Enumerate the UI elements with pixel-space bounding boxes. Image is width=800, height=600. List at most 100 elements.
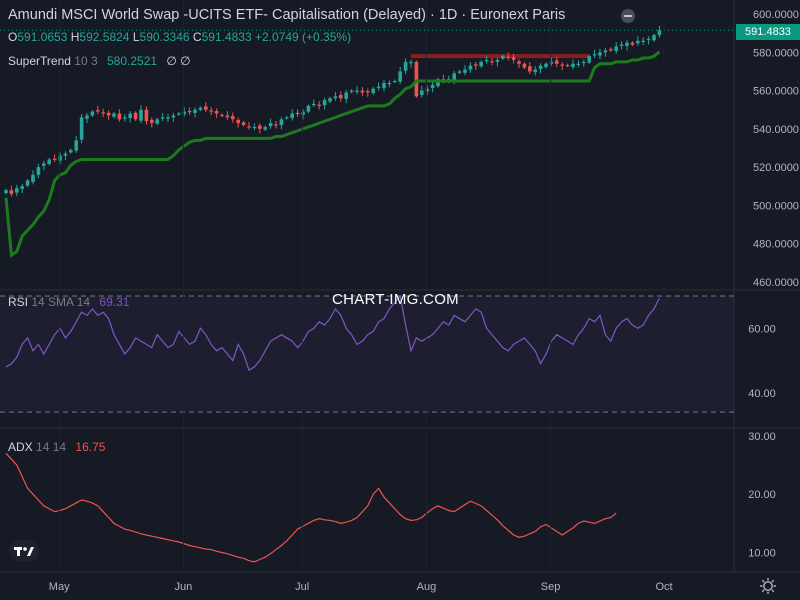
candle-body [139,109,143,121]
candle-body [96,110,100,112]
candle-body [501,56,505,59]
candle-body [479,61,483,67]
symbol-menu-icon[interactable] [621,9,635,23]
candle-body [322,100,327,106]
candle-body [603,50,608,53]
candle-body [582,61,586,64]
time-axis-tick: Sep [541,581,561,593]
rsi-name: RSI [8,295,29,309]
open-label: O [8,30,18,44]
candle-body [214,110,219,114]
adx-value: 16.75 [75,440,106,454]
supertrend-params: 10 3 [74,54,98,68]
candle-body [652,35,656,41]
candle-body [468,65,473,70]
time-axis-tick: Jul [295,581,309,593]
candle-body [79,117,84,140]
candle-body [576,63,581,65]
supertrend-value: 580.2521 [106,54,158,68]
candle-body [150,119,154,124]
supertrend-legend[interactable]: SuperTrend 10 3 580.2521 ∅ ∅ [8,54,191,68]
candle-body [74,140,78,151]
candle-body [609,49,613,51]
candle-body [220,114,224,117]
candle-body [511,57,516,60]
candle-body [425,88,429,92]
price-axis-tick: 480.0000 [753,239,799,251]
candle-body [619,44,624,46]
candle-body [636,40,640,44]
candle-body [333,96,338,99]
candle-body [549,61,554,64]
candle-body [376,86,381,88]
rsi-value: 69.31 [99,295,130,309]
price-axis-tick: 580.0000 [753,47,799,59]
supertrend-line [4,50,661,258]
candle-body [204,106,208,110]
adx-legend[interactable]: ADX 14 14 16.75 [8,440,105,454]
candle-body [133,112,138,120]
candle-body [517,61,521,64]
candle-body [436,79,440,87]
candle-body [274,124,278,126]
candle-body [247,126,251,128]
candle-body [398,71,402,82]
candle-body [630,42,635,45]
candle-body [36,167,41,175]
candle-body [382,82,386,89]
candle-body [349,90,354,92]
candle-body [344,92,348,99]
candle-body [366,91,370,93]
candle-body [85,115,89,119]
candle-body [279,119,284,126]
candle-body [484,59,489,62]
candle-body [301,111,305,115]
watermark: CHART-IMG.COM [332,291,459,308]
rsi-axis-tick: 40.00 [748,388,776,400]
candle-body [306,105,311,112]
rsi-params: 14 SMA 14 [31,295,91,309]
candle-body [198,107,203,110]
candle-body [474,64,478,66]
rsi-band-fill [0,296,734,413]
candle-body [101,112,105,114]
candle-body [328,98,332,102]
candle-body [31,174,35,182]
candle-body [209,110,213,112]
candle-body [538,65,543,69]
tradingview-logo-icon[interactable] [9,540,39,562]
adx-axis-tick: 10.00 [748,548,776,560]
candle-body [117,113,122,120]
high-label: H [70,30,80,44]
candle-body [106,112,111,116]
candle-body [20,186,24,189]
candle-body [463,69,467,73]
price-axis-tick: 540.0000 [753,124,799,136]
candle-body [371,88,375,94]
candle-body [393,81,397,83]
rsi-legend[interactable]: RSI 14 SMA 14 69.31 [8,295,129,309]
candle-body [15,188,19,193]
candle-body [231,116,235,120]
candle-body [339,94,343,99]
candle-body [646,38,651,41]
candle-body [52,158,57,161]
candle-body [506,56,510,59]
candle-body [592,54,597,56]
price-axis-tick: 520.0000 [753,162,799,174]
candle-body [533,69,537,73]
rsi-axis-tick: 60.00 [748,323,776,335]
settings-gear-icon[interactable] [759,577,777,595]
adx-params: 14 14 [36,440,67,454]
candle-body [42,163,46,166]
supertrend-null-values: ∅ ∅ [166,54,191,68]
candle-body [144,109,149,122]
candle-body [360,90,365,93]
candle-body [409,61,413,64]
candle-body [47,159,51,164]
candle-body [290,113,294,119]
candle-body [490,61,494,63]
candle-body [355,90,359,92]
candle-body [4,190,8,193]
